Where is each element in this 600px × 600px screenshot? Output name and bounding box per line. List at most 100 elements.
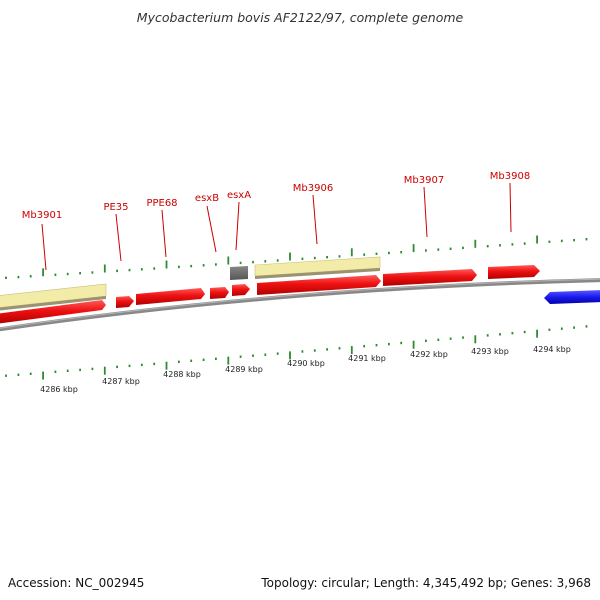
cds-mb3907-arrow bbox=[383, 269, 477, 286]
minor-tick bbox=[202, 358, 205, 361]
minor-tick bbox=[17, 373, 20, 376]
minor-tick bbox=[66, 369, 69, 372]
minor-tick bbox=[437, 248, 440, 251]
kbp-label: 4292 kbp bbox=[410, 350, 448, 359]
leader-pe35 bbox=[115, 213, 122, 262]
leader-mb3901 bbox=[41, 223, 47, 271]
accession-text: Accession: NC_002945 bbox=[8, 576, 145, 590]
minor-tick bbox=[239, 261, 242, 265]
minor-tick bbox=[388, 251, 390, 255]
minor-tick bbox=[326, 256, 328, 259]
genome-backbone bbox=[0, 278, 600, 332]
major-tick bbox=[412, 244, 415, 253]
kbp-labels: 4286 kbp 4287 kbp 4288 kbp 4289 kbp 4290… bbox=[40, 345, 571, 394]
minor-tick bbox=[128, 364, 131, 368]
minor-tick bbox=[486, 334, 489, 337]
leader-esxb bbox=[206, 205, 217, 253]
minor-tick bbox=[388, 342, 390, 346]
minor-tick bbox=[153, 267, 156, 270]
minor-tick bbox=[252, 260, 254, 264]
minor-tick bbox=[17, 275, 20, 279]
cds-pe35-arrow bbox=[116, 296, 134, 308]
leader-mb3907 bbox=[423, 186, 428, 238]
major-tick bbox=[103, 264, 106, 273]
leader-esxa bbox=[235, 201, 240, 251]
minor-tick bbox=[585, 238, 588, 241]
minor-tick bbox=[29, 372, 32, 375]
minor-tick bbox=[252, 354, 254, 357]
minor-tick bbox=[215, 263, 217, 266]
minor-tick bbox=[66, 272, 69, 276]
kbp-label: 4289 kbp bbox=[225, 365, 263, 374]
minor-tick bbox=[486, 245, 489, 248]
minor-tick bbox=[239, 355, 242, 358]
minor-tick bbox=[400, 341, 403, 345]
kbp-label: 4286 kbp bbox=[40, 385, 78, 394]
gene-label-mb3906: Mb3906 bbox=[293, 183, 333, 194]
genome-backbone-highlight bbox=[0, 278, 600, 329]
major-tick bbox=[227, 356, 230, 365]
minor-tick bbox=[264, 353, 267, 356]
major-tick bbox=[42, 268, 44, 277]
minor-tick bbox=[116, 365, 118, 369]
minor-tick bbox=[548, 240, 551, 243]
leader-mb3906 bbox=[312, 194, 318, 245]
unknown-gene bbox=[230, 266, 248, 280]
major-tick bbox=[536, 329, 538, 338]
kbp-label: 4287 kbp bbox=[102, 377, 140, 386]
major-tick bbox=[289, 351, 291, 360]
cds-esxa-arrow bbox=[232, 284, 250, 296]
minor-tick bbox=[202, 264, 205, 267]
minor-tick bbox=[313, 349, 316, 352]
minor-tick bbox=[91, 367, 94, 371]
minor-tick bbox=[301, 350, 304, 353]
cds-esxb-arrow bbox=[210, 287, 229, 299]
minor-tick bbox=[301, 257, 304, 260]
minor-tick bbox=[338, 255, 341, 258]
minor-tick bbox=[190, 264, 193, 268]
minor-tick bbox=[560, 239, 563, 243]
major-tick bbox=[165, 361, 168, 370]
cds-mb3901-arrow bbox=[0, 300, 106, 324]
minor-tick bbox=[560, 327, 563, 330]
minor-tick bbox=[276, 352, 279, 355]
minor-tick bbox=[128, 268, 131, 272]
kbp-label: 4294 kbp bbox=[533, 345, 571, 354]
upper-scale-ticks bbox=[5, 235, 588, 279]
minor-tick bbox=[79, 272, 81, 275]
major-tick bbox=[165, 260, 168, 269]
minor-tick bbox=[523, 242, 526, 245]
minor-tick bbox=[375, 252, 378, 255]
gene-band-left-shadow bbox=[0, 296, 106, 311]
minor-tick bbox=[511, 332, 514, 335]
minor-tick bbox=[523, 330, 526, 334]
reverse-strand-gene bbox=[544, 290, 600, 304]
gene-label-mb3901: Mb3901 bbox=[22, 210, 62, 221]
minor-tick bbox=[499, 333, 501, 336]
gene-label-esxa: esxA bbox=[227, 190, 251, 201]
gene-labels: Mb3901 PE35 PPE68 esxB esxA Mb3906 Mb390… bbox=[22, 171, 530, 271]
minor-tick bbox=[462, 246, 464, 250]
minor-tick bbox=[5, 374, 7, 377]
minor-tick bbox=[178, 265, 180, 269]
minor-tick bbox=[54, 370, 57, 373]
minor-tick bbox=[338, 347, 341, 350]
major-tick bbox=[474, 239, 477, 248]
minor-tick bbox=[215, 357, 217, 360]
kbp-label: 4288 kbp bbox=[163, 370, 201, 379]
gene-label-pe35: PE35 bbox=[103, 202, 128, 213]
minor-tick bbox=[5, 276, 7, 279]
minor-tick bbox=[140, 268, 143, 271]
minor-tick bbox=[400, 251, 403, 254]
minor-tick bbox=[153, 362, 156, 366]
cds-mb3908-arrow bbox=[488, 265, 540, 279]
major-tick bbox=[350, 248, 353, 257]
minor-tick bbox=[116, 269, 118, 273]
minor-tick bbox=[79, 368, 81, 372]
minor-tick bbox=[91, 271, 94, 274]
minor-tick bbox=[573, 238, 575, 242]
minor-tick bbox=[178, 360, 180, 363]
major-tick bbox=[474, 335, 477, 344]
minor-tick bbox=[276, 259, 279, 262]
